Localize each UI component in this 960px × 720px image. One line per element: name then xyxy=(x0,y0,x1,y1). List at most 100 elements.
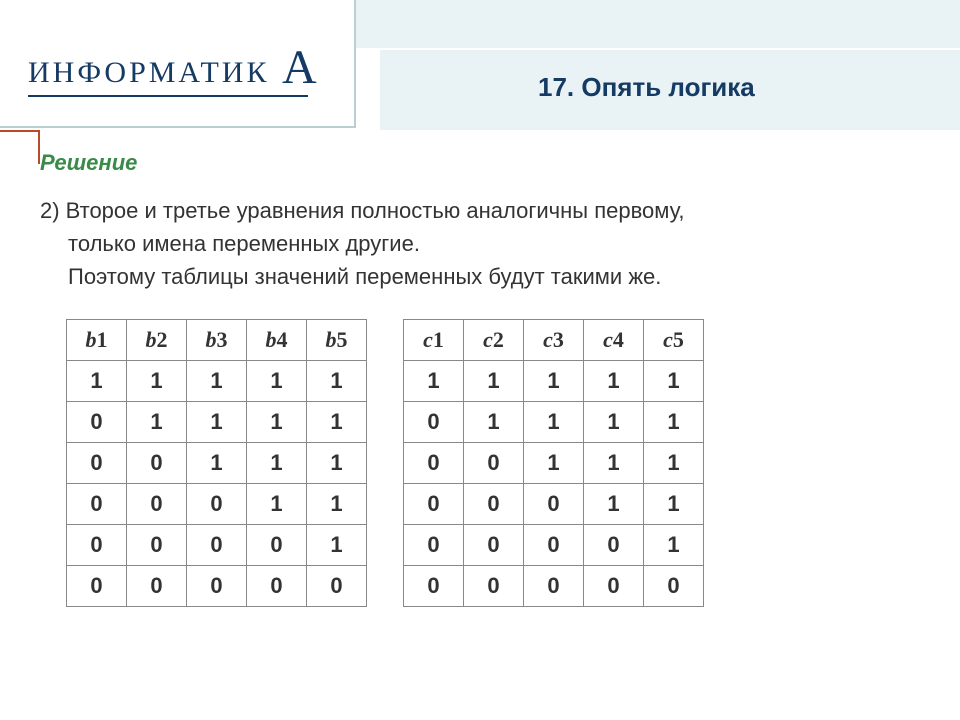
table-cell: 1 xyxy=(644,443,704,484)
left-table: b1 b2 b3 b4 b5 1111101111001110001100001… xyxy=(66,319,367,607)
table-cell: 0 xyxy=(67,402,127,443)
h: c xyxy=(543,327,553,352)
h: c xyxy=(483,327,493,352)
table-cell: 1 xyxy=(307,402,367,443)
table-cell: 0 xyxy=(67,566,127,607)
left-table-header-row: b1 b2 b3 b4 b5 xyxy=(67,320,367,361)
table-cell: 0 xyxy=(524,525,584,566)
table-cell: 1 xyxy=(584,484,644,525)
table-cell: 0 xyxy=(187,525,247,566)
table-cell: 0 xyxy=(187,484,247,525)
title-block: 17. Опять логика xyxy=(380,50,960,130)
table-cell: 1 xyxy=(247,484,307,525)
table-cell: 1 xyxy=(187,443,247,484)
table-cell: 1 xyxy=(584,361,644,402)
table-cell: 0 xyxy=(584,566,644,607)
content-area: Решение 2) Второе и третье уравнения пол… xyxy=(40,150,920,607)
table-cell: 1 xyxy=(524,402,584,443)
table-cell: 0 xyxy=(247,525,307,566)
table-cell: 0 xyxy=(464,484,524,525)
h: c xyxy=(603,327,613,352)
logo-underline xyxy=(28,95,308,97)
table-cell: 0 xyxy=(127,525,187,566)
table-cell: 1 xyxy=(644,525,704,566)
hn: 4 xyxy=(613,327,624,352)
hn: 2 xyxy=(493,327,504,352)
table-cell: 1 xyxy=(187,402,247,443)
table-row: 00001 xyxy=(404,525,704,566)
h: c xyxy=(423,327,433,352)
h: b xyxy=(206,327,217,352)
table-cell: 1 xyxy=(644,402,704,443)
tables-row: b1 b2 b3 b4 b5 1111101111001110001100001… xyxy=(40,319,920,607)
table-cell: 1 xyxy=(307,484,367,525)
table-row: 11111 xyxy=(67,361,367,402)
table-cell: 1 xyxy=(644,484,704,525)
table-cell: 1 xyxy=(127,361,187,402)
h: b xyxy=(326,327,337,352)
table-row: 00000 xyxy=(67,566,367,607)
table-row: 00011 xyxy=(67,484,367,525)
table-cell: 1 xyxy=(644,361,704,402)
table-row: 00000 xyxy=(404,566,704,607)
body-text: 2) Второе и третье уравнения полностью а… xyxy=(40,194,920,293)
table-cell: 0 xyxy=(187,566,247,607)
table-row: 00111 xyxy=(67,443,367,484)
table-cell: 1 xyxy=(247,402,307,443)
table-row: 01111 xyxy=(67,402,367,443)
table-cell: 0 xyxy=(404,525,464,566)
table-cell: 0 xyxy=(127,443,187,484)
table-cell: 1 xyxy=(127,402,187,443)
table-row: 11111 xyxy=(404,361,704,402)
table-cell: 1 xyxy=(67,361,127,402)
right-tbody: 111110111100111000110000100000 xyxy=(404,361,704,607)
solution-label: Решение xyxy=(40,150,920,176)
hn: 5 xyxy=(673,327,684,352)
table-row: 00011 xyxy=(404,484,704,525)
table-cell: 1 xyxy=(584,443,644,484)
table-cell: 0 xyxy=(464,566,524,607)
table-cell: 1 xyxy=(307,525,367,566)
table-cell: 1 xyxy=(524,443,584,484)
table-cell: 0 xyxy=(464,525,524,566)
accent-line xyxy=(0,130,38,132)
hn: 5 xyxy=(337,327,348,352)
hn: 4 xyxy=(277,327,288,352)
table-cell: 0 xyxy=(247,566,307,607)
table-cell: 0 xyxy=(67,525,127,566)
table-row: 00001 xyxy=(67,525,367,566)
right-table: c1 c2 c3 c4 c5 1111101111001110001100001… xyxy=(403,319,704,607)
table-cell: 0 xyxy=(404,402,464,443)
table-cell: 1 xyxy=(187,361,247,402)
table-cell: 1 xyxy=(247,443,307,484)
table-cell: 1 xyxy=(247,361,307,402)
table-cell: 1 xyxy=(584,402,644,443)
table-cell: 0 xyxy=(404,443,464,484)
right-table-header-row: c1 c2 c3 c4 c5 xyxy=(404,320,704,361)
table-row: 01111 xyxy=(404,402,704,443)
body-line2: только имена переменных другие. xyxy=(40,227,920,260)
table-cell: 0 xyxy=(464,443,524,484)
logo-text: ИНФОРМАТИК xyxy=(28,56,269,90)
body-line3: Поэтому таблицы значений переменных буду… xyxy=(40,260,920,293)
hn: 3 xyxy=(553,327,564,352)
h: b xyxy=(146,327,157,352)
table-cell: 0 xyxy=(524,484,584,525)
slide-title: 17. Опять логика xyxy=(538,72,960,103)
table-cell: 0 xyxy=(404,566,464,607)
table-row: 00111 xyxy=(404,443,704,484)
hn: 3 xyxy=(217,327,228,352)
table-cell: 1 xyxy=(464,402,524,443)
hn: 2 xyxy=(157,327,168,352)
table-cell: 0 xyxy=(67,484,127,525)
table-cell: 0 xyxy=(404,484,464,525)
logo-accent-letter: А xyxy=(282,40,317,95)
table-cell: 1 xyxy=(307,361,367,402)
table-cell: 0 xyxy=(524,566,584,607)
hn: 1 xyxy=(433,327,444,352)
table-cell: 0 xyxy=(584,525,644,566)
left-tbody: 111110111100111000110000100000 xyxy=(67,361,367,607)
table-cell: 1 xyxy=(404,361,464,402)
h: b xyxy=(266,327,277,352)
table-cell: 0 xyxy=(67,443,127,484)
